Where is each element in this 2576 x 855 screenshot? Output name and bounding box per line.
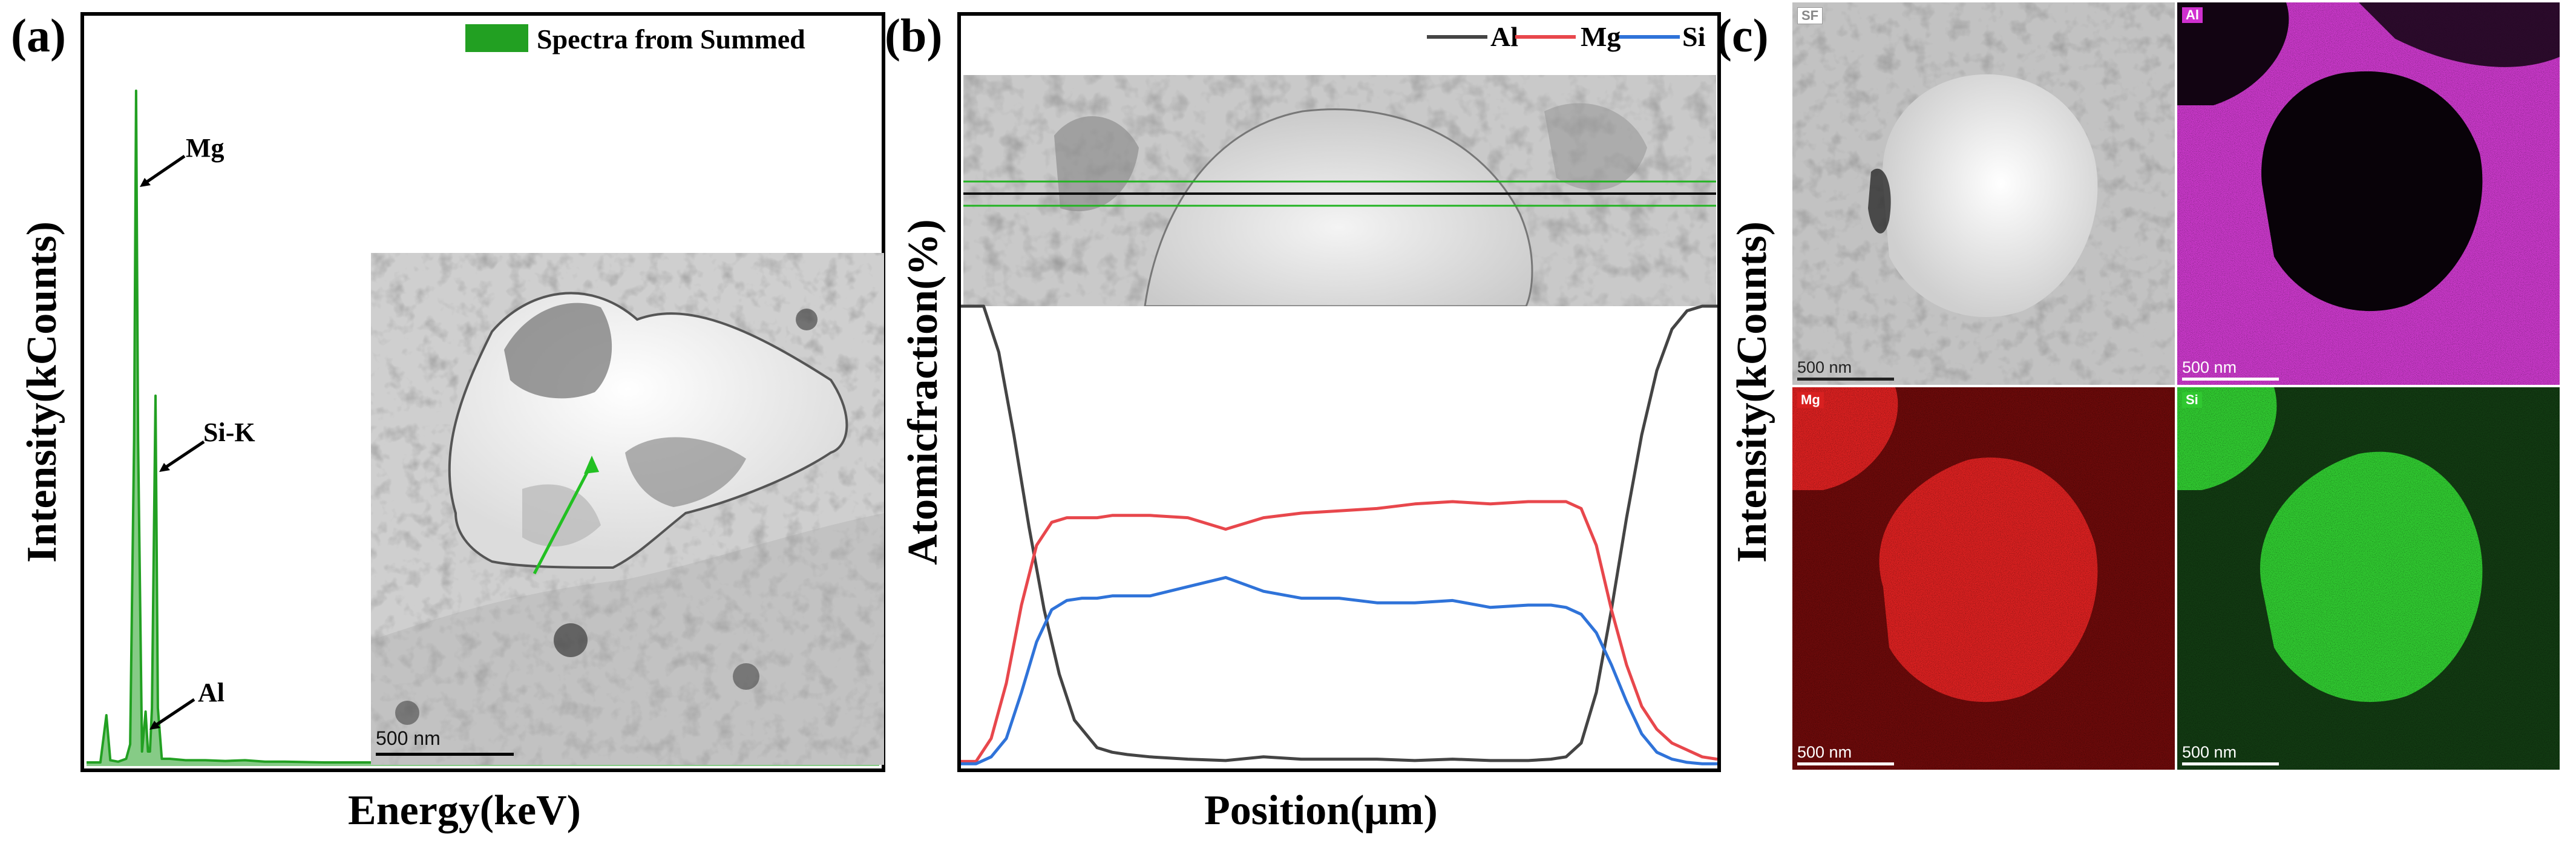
panel-c-letter: (c) xyxy=(1716,9,1769,62)
map-tile-al: Al 500 nm xyxy=(2177,2,2560,385)
legend-al-label: Al xyxy=(1490,21,1518,52)
legend-mg-swatch xyxy=(1515,35,1576,39)
tile-al-scale-bar xyxy=(2182,378,2279,381)
legend-mg-label: Mg xyxy=(1581,21,1621,52)
tile-sf-label: SF xyxy=(1797,7,1823,24)
map-tile-mg: Mg 500 nm xyxy=(1792,387,2175,770)
panel-a-plot-frame: Spectra from Summed Mg Si-K Al xyxy=(80,12,885,772)
legend-si-swatch xyxy=(1619,35,1680,39)
tile-si-label: Si xyxy=(2182,392,2202,408)
legend-swatch xyxy=(465,24,528,52)
panel-b-x-axis-title: Position(μm) xyxy=(1204,787,1438,834)
panel-c-y-axis-title: Intensity(kCounts) xyxy=(1729,221,1775,563)
inset-scale-bar xyxy=(376,753,514,756)
tile-al-label: Al xyxy=(2182,7,2203,23)
panel-b-y-axis-title: Atomicfraction(%) xyxy=(900,219,946,565)
line-al xyxy=(961,304,1717,762)
annotation-mg: Mg xyxy=(186,133,224,163)
line-scan-chart xyxy=(961,304,1717,765)
annotation-mg-arrow xyxy=(140,154,186,187)
annotation-si-k: Si-K xyxy=(203,418,255,447)
legend-label: Spectra from Summed xyxy=(537,24,805,54)
line-mg xyxy=(961,500,1717,763)
map-tile-si: Si 500 nm xyxy=(2177,387,2560,770)
line-si xyxy=(961,575,1717,765)
inset-scale-text: 500 nm xyxy=(376,727,441,749)
panel-a-letter: (a) xyxy=(11,9,66,62)
annotation-al-arrow xyxy=(149,698,195,730)
legend-si-label: Si xyxy=(1682,21,1706,52)
panel-b-letter: (b) xyxy=(885,9,943,62)
annotation-al: Al xyxy=(198,678,224,707)
tile-sf-scale-bar xyxy=(1797,378,1894,381)
annotation-si-k-arrow xyxy=(159,440,205,472)
tile-si-scale-bar xyxy=(2182,762,2279,765)
line-scan-image xyxy=(963,75,1716,306)
map-tile-sf: SF 500 nm xyxy=(1792,2,2175,385)
tile-sf-scale-text: 500 nm xyxy=(1797,358,1852,376)
panel-a-y-axis-title: Intensity(kCounts) xyxy=(19,221,65,563)
panel-a-x-axis-title: Energy(keV) xyxy=(348,787,581,834)
tile-mg-label: Mg xyxy=(1797,392,1824,408)
tile-mg-scale-bar xyxy=(1797,762,1894,765)
legend-al-swatch xyxy=(1427,35,1487,39)
panel-b-plot-frame: Al Mg Si xyxy=(957,12,1721,772)
tile-mg-scale-text: 500 nm xyxy=(1797,743,1852,761)
tile-si-scale-text: 500 nm xyxy=(2182,743,2237,761)
tile-al-scale-text: 500 nm xyxy=(2182,358,2237,376)
tem-inset-image: 500 nm xyxy=(371,253,884,765)
